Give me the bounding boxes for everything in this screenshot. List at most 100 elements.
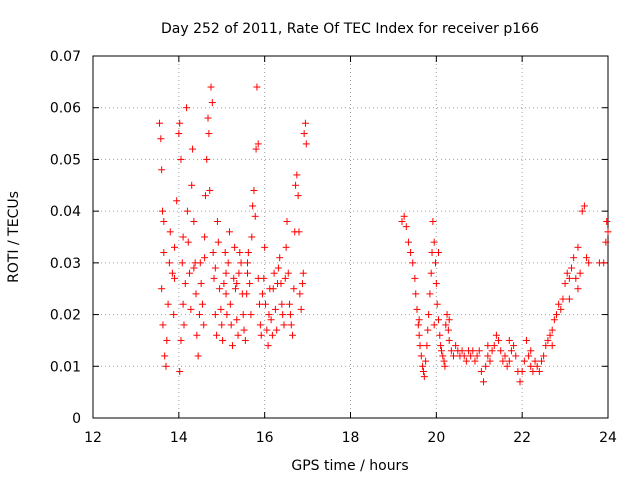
data-point: [222, 269, 230, 277]
data-point: [269, 285, 277, 293]
data-point: [234, 331, 242, 339]
data-point: [565, 295, 573, 303]
data-point: [583, 254, 591, 262]
data-point: [450, 352, 457, 360]
data-point: [183, 104, 191, 112]
data-point: [286, 311, 294, 319]
data-point: [213, 331, 221, 339]
data-point: [263, 326, 271, 334]
data-point: [201, 254, 209, 262]
data-point: [241, 336, 249, 344]
y-tick-label: 0.02: [50, 308, 81, 324]
data-point: [158, 166, 166, 174]
x-tick-label: 20: [427, 430, 445, 446]
data-point: [398, 217, 406, 225]
data-point: [414, 321, 422, 329]
data-point: [462, 357, 470, 365]
data-point: [163, 336, 171, 344]
data-point: [159, 321, 167, 329]
x-tick-label: 22: [513, 430, 531, 446]
data-point: [217, 305, 225, 313]
data-point: [411, 274, 419, 282]
data-point: [247, 311, 255, 319]
data-point: [441, 362, 449, 370]
data-point: [424, 326, 432, 334]
data-point: [219, 336, 227, 344]
data-point: [240, 326, 248, 334]
data-point: [548, 326, 556, 334]
data-point: [198, 300, 206, 308]
data-point: [561, 280, 569, 288]
data-point: [436, 331, 444, 339]
data-point: [505, 357, 513, 365]
x-tick-label: 18: [342, 430, 360, 446]
data-point: [527, 347, 535, 355]
data-point: [204, 114, 212, 122]
data-point: [578, 207, 586, 215]
data-point: [301, 119, 309, 127]
data-point: [211, 264, 219, 272]
data-point: [177, 155, 185, 163]
data-point: [415, 316, 423, 324]
data-point: [248, 233, 256, 241]
data-point: [159, 207, 167, 215]
data-point: [473, 352, 481, 360]
x-tick-label: 24: [599, 430, 617, 446]
data-point: [559, 295, 567, 303]
data-point: [529, 367, 537, 375]
data-point: [253, 83, 261, 91]
data-point: [415, 331, 423, 339]
data-point: [400, 212, 408, 220]
data-point: [239, 311, 247, 319]
data-point: [220, 280, 228, 288]
data-point: [443, 311, 451, 319]
data-point: [273, 326, 281, 334]
data-point: [186, 269, 194, 277]
data-point: [432, 280, 440, 288]
data-point: [178, 259, 186, 267]
data-point: [227, 321, 235, 329]
data-point: [177, 336, 185, 344]
data-point: [407, 249, 415, 257]
y-tick-label: 0.04: [50, 204, 81, 220]
data-point: [162, 362, 170, 370]
data-point: [570, 254, 578, 262]
data-point: [264, 342, 272, 350]
data-point: [237, 259, 245, 267]
data-point: [207, 83, 215, 91]
data-point: [256, 321, 264, 329]
data-point: [512, 352, 520, 360]
data-point: [527, 362, 535, 370]
data-point: [244, 259, 251, 267]
data-point: [510, 342, 518, 350]
data-point: [546, 331, 554, 339]
data-point: [503, 362, 511, 370]
data-point: [231, 285, 239, 293]
data-point: [254, 274, 262, 282]
y-tick-label: 0.06: [50, 101, 81, 117]
data-point: [419, 367, 427, 375]
data-point: [576, 269, 584, 277]
data-point: [252, 145, 260, 153]
data-point: [298, 280, 306, 288]
data-point: [439, 352, 447, 360]
data-point: [490, 342, 498, 350]
data-point: [165, 259, 173, 267]
data-point: [190, 217, 198, 225]
data-point: [221, 249, 229, 257]
data-point: [243, 290, 251, 298]
data-point: [444, 326, 452, 334]
data-point: [265, 311, 273, 319]
data-point: [179, 233, 187, 241]
data-point: [518, 367, 526, 375]
data-point: [246, 280, 254, 288]
data-point: [210, 274, 218, 282]
x-tick-label: 16: [256, 430, 274, 446]
data-point: [495, 336, 503, 344]
data-point: [294, 192, 302, 200]
data-point: [161, 352, 169, 360]
data-point: [208, 99, 216, 107]
data-point: [171, 274, 179, 282]
data-point: [226, 300, 234, 308]
